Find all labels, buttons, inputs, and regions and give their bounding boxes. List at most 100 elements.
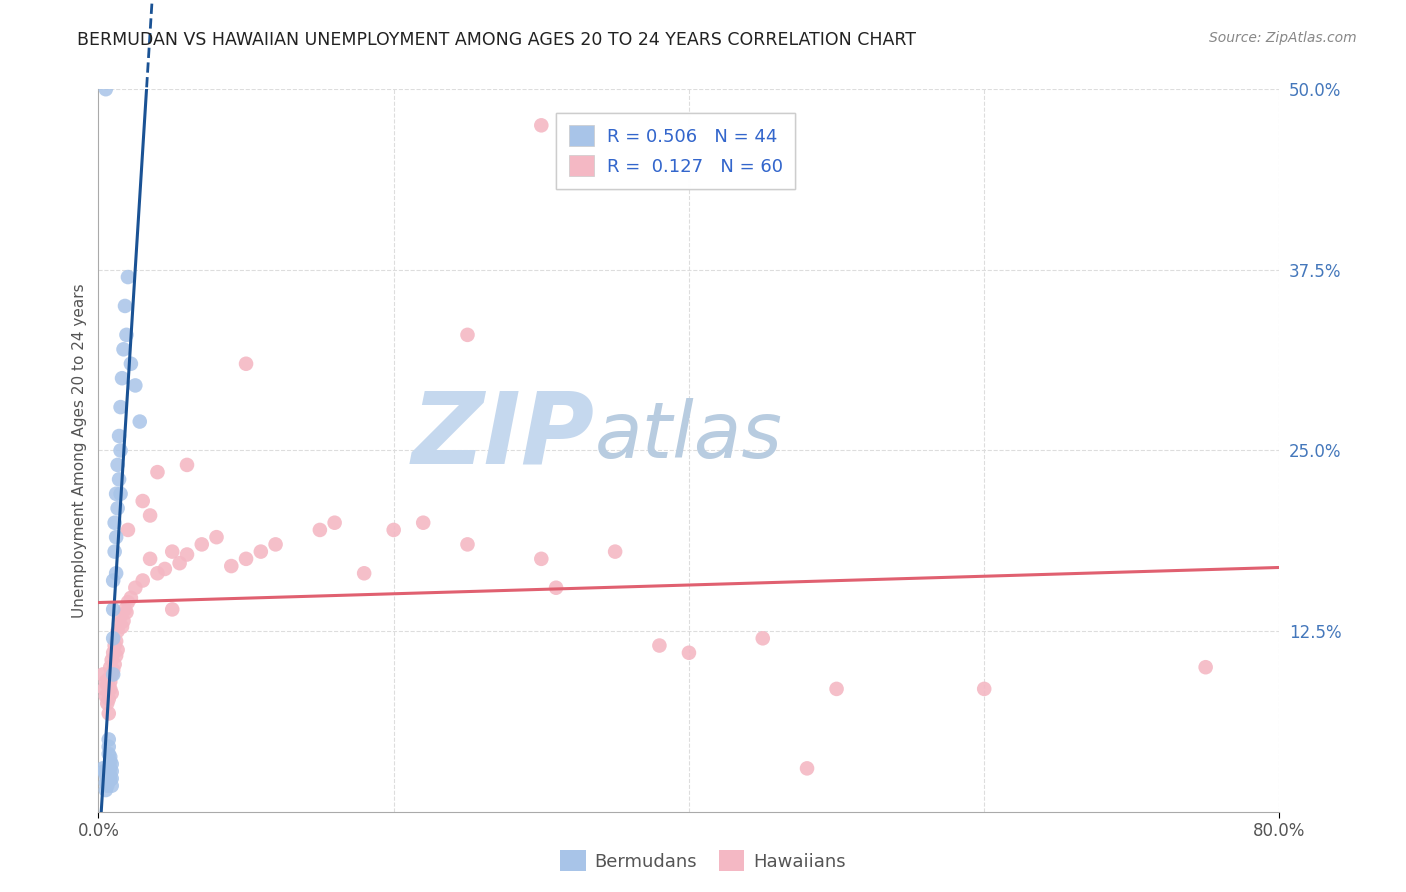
Point — [128, 415, 150, 429]
Legend: R = 0.506   N = 44, R =  0.127   N = 60: R = 0.506 N = 44, R = 0.127 N = 60 — [557, 112, 796, 189]
Point — [678, 646, 700, 660]
Point — [146, 465, 169, 479]
Point — [176, 458, 198, 472]
Point — [530, 119, 553, 133]
Point — [105, 530, 128, 544]
Point — [97, 739, 120, 754]
Point — [250, 544, 273, 558]
Point — [235, 551, 257, 566]
Point — [100, 667, 122, 681]
Point — [973, 681, 995, 696]
Point — [124, 378, 146, 392]
Point — [110, 400, 132, 414]
Point — [153, 562, 176, 576]
Point — [107, 624, 129, 639]
Point — [457, 327, 479, 342]
Point — [94, 783, 117, 797]
Point — [111, 620, 134, 634]
Point — [93, 681, 115, 696]
Point — [120, 357, 142, 371]
Point — [96, 779, 118, 793]
Point — [97, 672, 120, 686]
Point — [96, 772, 118, 787]
Point — [530, 551, 553, 566]
Y-axis label: Unemployment Among Ages 20 to 24 years: Unemployment Among Ages 20 to 24 years — [72, 283, 87, 618]
Point — [114, 602, 136, 616]
Point — [96, 677, 118, 691]
Text: ZIP: ZIP — [412, 387, 595, 484]
Point — [825, 681, 848, 696]
Point — [796, 761, 818, 775]
Point — [103, 667, 125, 681]
Point — [752, 632, 775, 646]
Point — [162, 544, 183, 558]
Text: BERMUDAN VS HAWAIIAN UNEMPLOYMENT AMONG AGES 20 TO 24 YEARS CORRELATION CHART: BERMUDAN VS HAWAIIAN UNEMPLOYMENT AMONG … — [77, 31, 917, 49]
Point — [91, 667, 114, 681]
Point — [98, 749, 121, 764]
Point — [117, 523, 139, 537]
Point — [169, 556, 191, 570]
Point — [546, 581, 568, 595]
Point — [104, 544, 127, 558]
Point — [98, 681, 121, 696]
Point — [96, 696, 118, 710]
Point — [205, 530, 228, 544]
Point — [191, 537, 214, 551]
Point — [103, 574, 125, 588]
Point — [94, 82, 117, 96]
Point — [221, 559, 243, 574]
Point — [605, 544, 627, 558]
Point — [107, 501, 129, 516]
Point — [105, 566, 128, 581]
Point — [103, 632, 125, 646]
Point — [104, 516, 127, 530]
Point — [110, 609, 132, 624]
Point — [94, 689, 117, 703]
Point — [100, 686, 122, 700]
Point — [117, 270, 139, 285]
Point — [353, 566, 375, 581]
Point — [94, 769, 117, 783]
Point — [98, 674, 121, 689]
Point — [412, 516, 434, 530]
Point — [98, 754, 121, 768]
Point — [98, 660, 121, 674]
Point — [117, 595, 139, 609]
Point — [382, 523, 405, 537]
Point — [1195, 660, 1218, 674]
Text: atlas: atlas — [595, 398, 782, 474]
Point — [457, 537, 479, 551]
Point — [103, 602, 125, 616]
Point — [100, 772, 122, 786]
Point — [112, 343, 135, 357]
Point — [132, 494, 155, 508]
Point — [112, 614, 135, 628]
Point — [110, 443, 132, 458]
Text: Source: ZipAtlas.com: Source: ZipAtlas.com — [1209, 31, 1357, 45]
Point — [97, 692, 120, 706]
Point — [98, 772, 121, 787]
Point — [114, 299, 136, 313]
Point — [103, 663, 125, 677]
Legend: Bermudans, Hawaiians: Bermudans, Hawaiians — [553, 843, 853, 879]
Point — [98, 769, 121, 783]
Point — [132, 574, 155, 588]
Point — [100, 757, 122, 772]
Point — [107, 458, 129, 472]
Point — [93, 764, 115, 779]
Point — [103, 646, 125, 660]
Point — [124, 581, 146, 595]
Point — [139, 508, 162, 523]
Point — [120, 591, 142, 605]
Point — [108, 429, 131, 443]
Point — [100, 779, 122, 793]
Point — [108, 472, 131, 486]
Point — [107, 643, 129, 657]
Point — [94, 776, 117, 790]
Point — [104, 657, 127, 672]
Point — [97, 706, 120, 721]
Point — [94, 674, 117, 689]
Point — [139, 551, 162, 566]
Point — [235, 357, 257, 371]
Point — [105, 634, 128, 648]
